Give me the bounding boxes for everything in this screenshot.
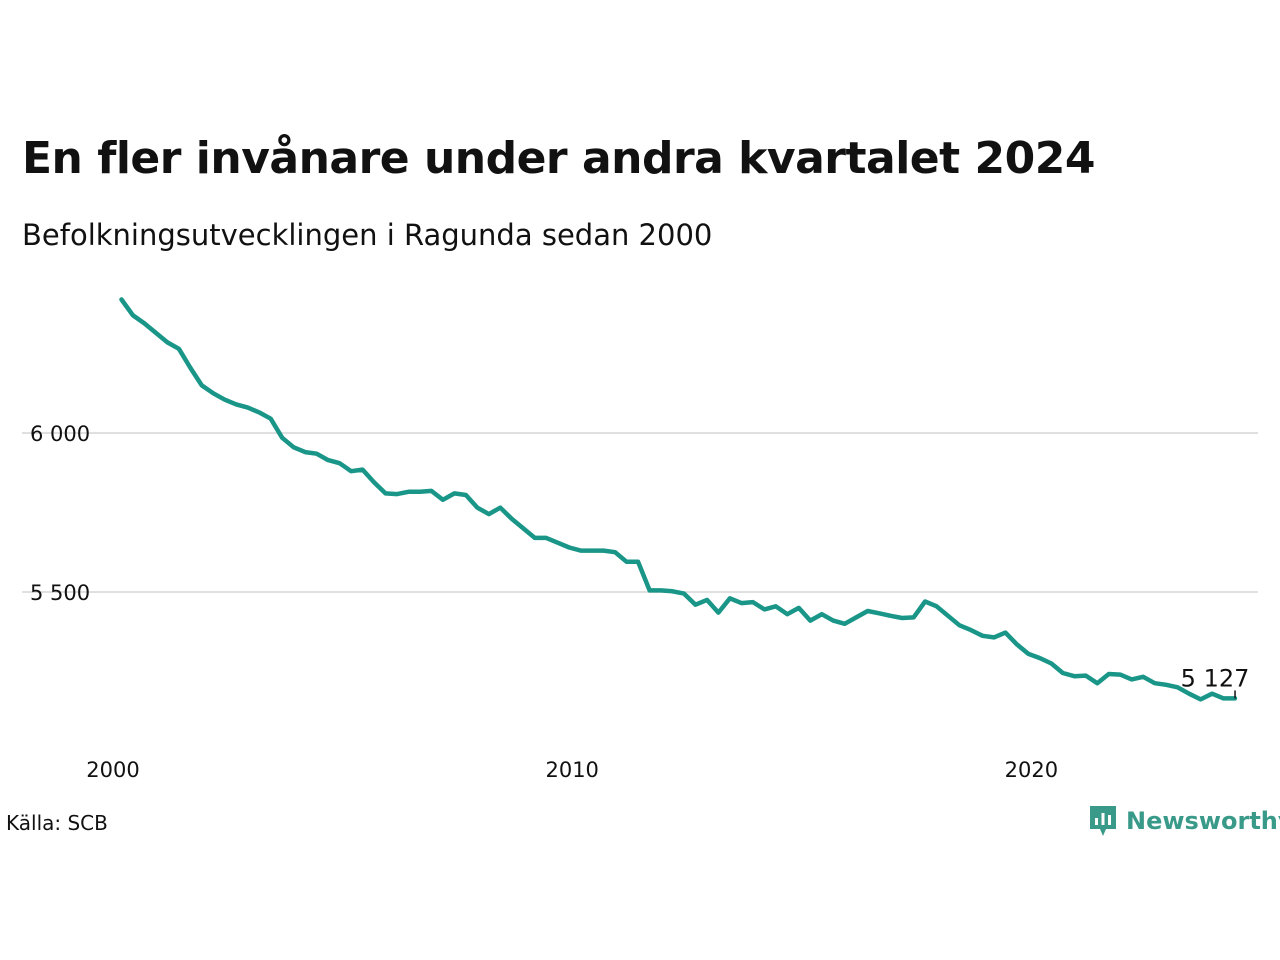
y-axis-ticks: 5 500 6 000 bbox=[30, 422, 90, 605]
chart-title: En fler invånare under andra kvartalet 2… bbox=[22, 133, 1095, 184]
end-value-label: 5 127 bbox=[1181, 664, 1250, 692]
x-tick-label-2000: 2000 bbox=[86, 758, 139, 782]
y-tick-label-5500: 5 500 bbox=[30, 581, 90, 605]
line-chart: 5 500 6 000 2000 2010 2020 5 127 bbox=[22, 297, 1258, 782]
newsworthy-logo-text: Newsworthy bbox=[1126, 807, 1280, 835]
x-tick-label-2020: 2020 bbox=[1005, 758, 1058, 782]
x-axis-ticks: 2000 2010 2020 bbox=[86, 758, 1058, 782]
chart-subtitle: Befolkningsutvecklingen i Ragunda sedan … bbox=[22, 218, 713, 252]
y-tick-label-6000: 6 000 bbox=[30, 422, 90, 446]
source-note: Källa: SCB bbox=[6, 811, 108, 835]
population-line bbox=[119, 297, 1238, 702]
gridlines bbox=[22, 432, 1258, 593]
newsworthy-logo: Newsworthy bbox=[1088, 804, 1280, 838]
x-tick-label-2010: 2010 bbox=[545, 758, 598, 782]
newsworthy-logo-icon bbox=[1090, 806, 1116, 836]
